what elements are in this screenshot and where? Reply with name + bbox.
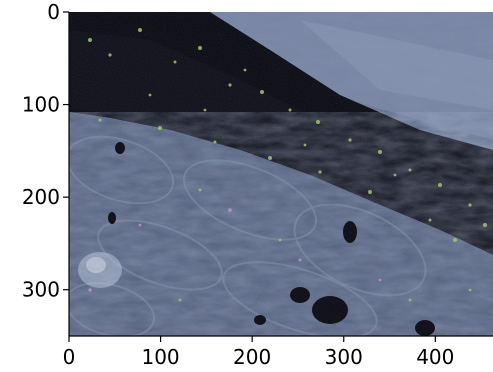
y-tick-label: 200	[22, 185, 60, 209]
y-tick-label: 100	[22, 93, 60, 117]
x-tick-label: 200	[233, 345, 271, 369]
x-tick-label: 100	[141, 345, 179, 369]
y-tick-label: 0	[47, 0, 60, 24]
x-tick-label: 400	[416, 345, 454, 369]
microscopy-image	[69, 12, 493, 336]
y-tick-label: 300	[22, 278, 60, 302]
x-tick-label: 0	[63, 345, 76, 369]
x-tick-label: 300	[325, 345, 363, 369]
x-axis: 0 100 200 300 400	[63, 336, 454, 369]
y-axis: 0 100 200 300	[22, 0, 69, 302]
